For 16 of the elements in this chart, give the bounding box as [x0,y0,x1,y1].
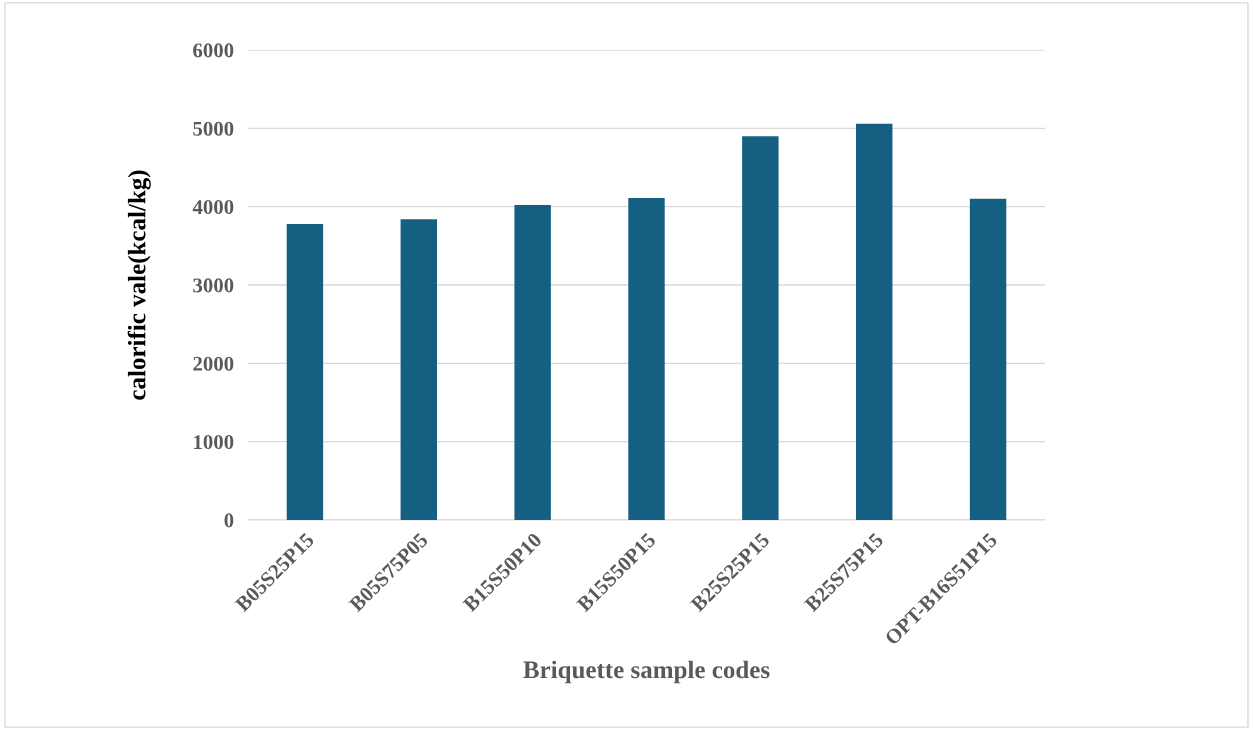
y-tick-label: 5000 [193,121,234,136]
y-tick-label: 3000 [193,278,234,293]
bar [856,123,893,520]
bar [628,198,665,520]
y-tick-label: 6000 [193,43,234,58]
x-axis-title: Briquette sample codes [523,660,770,684]
bar [969,198,1007,520]
y-axis-title: calorific vale(kcal/kg) [127,170,151,400]
bar [742,136,779,520]
bar [400,219,437,520]
y-tick-label: 2000 [193,356,234,371]
y-tick-label: 1000 [194,435,234,450]
bar [286,223,324,520]
bar [514,205,551,520]
y-tick-label: 4000 [192,200,234,215]
y-tick-label: 0 [224,513,234,528]
